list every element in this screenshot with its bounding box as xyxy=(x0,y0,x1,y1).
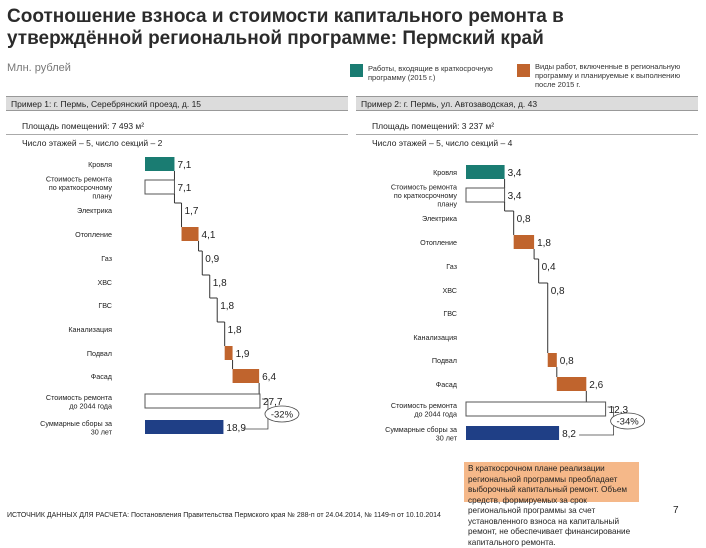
value-label-p1-11: 18,9 xyxy=(226,423,246,434)
bar-p2-9 xyxy=(556,377,587,391)
value-label-p1-5: 1,8 xyxy=(213,278,227,289)
value-label-p1-1: 7,1 xyxy=(177,183,191,194)
category-label-p2-3-0: Отопление xyxy=(420,238,457,247)
legend-swatch-short-term xyxy=(350,64,363,77)
value-label-p2-5: 0,8 xyxy=(551,286,565,297)
category-label-p2-6-0: ГВС xyxy=(443,309,457,318)
category-label-p1-6-0: ГВС xyxy=(98,301,112,310)
value-label-p2-2: 0,8 xyxy=(517,214,531,225)
value-label-p2-9: 2,6 xyxy=(589,380,603,391)
category-label-p1-5-0: ХВС xyxy=(97,278,112,287)
category-label-p1-1-0: Стоимость ремонта xyxy=(46,175,112,184)
value-label-p1-10: 27,7 xyxy=(263,397,283,408)
category-label-p2-7-0: Канализация xyxy=(413,333,457,342)
value-label-p1-2: 1,7 xyxy=(185,206,199,217)
value-label-p2-3: 1,8 xyxy=(537,238,551,249)
value-label-p1-8: 1,9 xyxy=(236,349,250,360)
bar-p1-0 xyxy=(145,157,175,171)
value-label-p2-4: 0,4 xyxy=(542,262,556,273)
callout-label-p1: -32% xyxy=(271,410,294,421)
data-source: ИСТОЧНИК ДАННЫХ ДЛЯ РАСЧЕТА: Постановлен… xyxy=(7,512,441,519)
category-label-p1-8-0: Подвал xyxy=(87,349,112,358)
callout-label-p2: -34% xyxy=(617,417,640,428)
panel-1-area: Площадь помещений: 7 493 м² xyxy=(22,121,145,131)
category-label-p2-10-0: Стоимость ремонта xyxy=(391,401,457,410)
category-label-p1-7-0: Канализация xyxy=(68,325,112,334)
category-label-p2-1-2: плану xyxy=(437,200,457,209)
legend-swatch-long-term xyxy=(517,64,530,77)
legend-label-long-term: Виды работ, включенные в региональную пр… xyxy=(535,62,681,89)
panel-1-divider xyxy=(6,134,348,135)
category-label-p1-11-1: 30 лет xyxy=(91,427,113,436)
value-label-p1-0: 7,1 xyxy=(177,160,191,171)
value-label-p1-3: 4,1 xyxy=(202,230,216,241)
bar-p2-0 xyxy=(466,165,505,179)
category-label-p2-0-0: Кровля xyxy=(433,168,457,177)
bar-p1-1 xyxy=(144,179,175,195)
category-label-p2-5-0: ХВС xyxy=(442,286,457,295)
category-label-p2-10-1: до 2044 года xyxy=(414,409,457,418)
value-label-p2-11: 8,2 xyxy=(562,429,576,440)
callout-ellipse-p1 xyxy=(264,405,300,423)
bar-p2-10 xyxy=(465,401,607,417)
bar-p1-9 xyxy=(232,369,260,383)
page-title: Соотношение взноса и стоимости капитальн… xyxy=(7,6,564,49)
bar-p1-8 xyxy=(224,346,233,360)
panel-2-divider xyxy=(356,134,698,135)
category-label-p2-9-0: Фасад xyxy=(436,380,458,389)
category-label-p1-0-0: Кровля xyxy=(88,160,112,169)
category-label-p1-4-0: Газ xyxy=(101,254,112,263)
category-label-p1-11-0: Суммарные сборы за xyxy=(40,419,112,428)
conclusion-note: В краткосрочном плане реализации региона… xyxy=(464,462,639,547)
value-label-p1-9: 6,4 xyxy=(262,372,276,383)
value-label-p2-1: 3,4 xyxy=(508,191,522,202)
category-label-p1-2-0: Электрика xyxy=(77,206,112,215)
page-number: 7 xyxy=(673,505,679,516)
category-label-p1-9-0: Фасад xyxy=(91,372,113,381)
value-label-p2-10: 12,3 xyxy=(609,405,629,416)
panel-1-floors: Число этажей – 5, число секций – 2 xyxy=(22,138,163,148)
panel-2-area: Площадь помещений: 3 237 м² xyxy=(372,121,495,131)
bar-p2-1 xyxy=(465,187,506,203)
value-label-p1-4: 0,9 xyxy=(205,254,219,265)
value-label-p1-6: 1,8 xyxy=(220,301,234,312)
value-label-p2-0: 3,4 xyxy=(508,168,522,179)
category-label-p2-11-1: 30 лет xyxy=(436,433,458,442)
category-label-p2-8-0: Подвал xyxy=(432,356,457,365)
category-label-p2-1-0: Стоимость ремонта xyxy=(391,183,457,192)
category-label-p1-3-0: Отопление xyxy=(75,230,112,239)
category-label-p2-1-1: по краткосрочному xyxy=(394,191,458,200)
bar-p2-11 xyxy=(466,426,560,440)
value-label-p1-7: 1,8 xyxy=(228,325,242,336)
callout-ellipse-p2 xyxy=(610,412,646,430)
panel-1-header: Пример 1: г. Пермь, Серебрянский проезд,… xyxy=(6,96,348,111)
bar-p1-10 xyxy=(144,393,261,409)
bar-p2-3 xyxy=(513,235,535,249)
category-label-p1-10-1: до 2044 года xyxy=(69,401,112,410)
category-label-p1-10-0: Стоимость ремонта xyxy=(46,393,112,402)
unit-label: Млн. рублей xyxy=(7,62,71,74)
panel-2-header: Пример 2: г. Пермь, ул. Автозаводская, д… xyxy=(356,96,698,111)
bar-p2-8 xyxy=(547,353,557,367)
category-label-p1-1-2: плану xyxy=(92,192,112,201)
bar-p1-11 xyxy=(145,420,224,434)
category-label-p1-1-1: по краткосрочному xyxy=(49,183,113,192)
value-label-p2-8: 0,8 xyxy=(560,356,574,367)
category-label-p2-11-0: Суммарные сборы за xyxy=(385,425,457,434)
legend-label-short-term: Работы, входящие в краткосрочную програм… xyxy=(368,64,493,82)
panel-2-floors: Число этажей – 5, число секций – 4 xyxy=(372,138,513,148)
category-label-p2-4-0: Газ xyxy=(446,262,457,271)
bar-p1-3 xyxy=(181,227,199,241)
category-label-p2-2-0: Электрика xyxy=(422,214,457,223)
